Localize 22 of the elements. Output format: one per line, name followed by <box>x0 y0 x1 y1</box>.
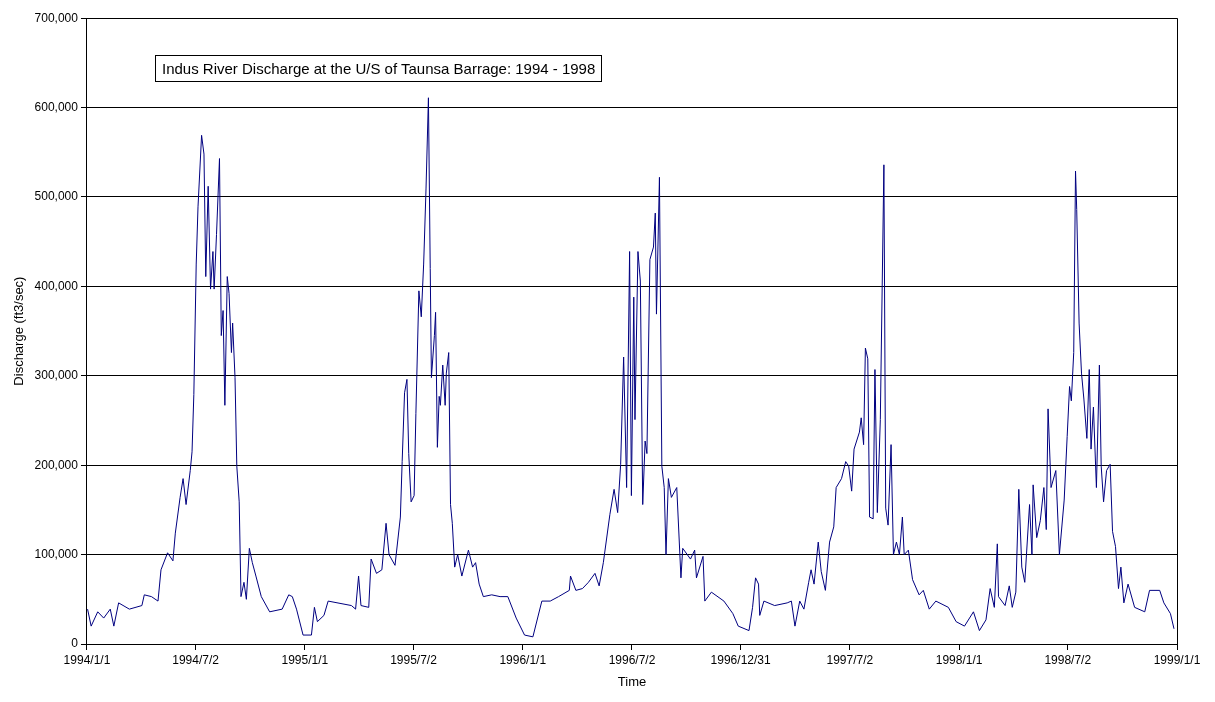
x-tick-label: 1998/1/1 <box>935 652 983 667</box>
x-tick-label: 1997/7/2 <box>826 652 874 667</box>
y-axis-title: Discharge (ft3/sec) <box>11 276 27 386</box>
x-tick-label: 1996/12/31 <box>710 652 771 667</box>
x-axis-title: Time <box>617 673 647 689</box>
x-tick-label: 1999/1/1 <box>1153 652 1201 667</box>
y-tick-label: 500,000 <box>34 189 79 204</box>
y-tick-label: 0 <box>71 636 79 651</box>
x-tick-label: 1995/7/2 <box>390 652 438 667</box>
y-tick-label: 400,000 <box>34 278 79 293</box>
x-tick-label: 1995/1/1 <box>281 652 329 667</box>
y-tick-label: 100,000 <box>34 546 79 561</box>
y-tick-label: 300,000 <box>34 368 79 383</box>
x-tick-label: 1994/1/1 <box>63 652 111 667</box>
y-tick-label: 200,000 <box>34 457 79 472</box>
y-tick-label: 700,000 <box>34 10 79 25</box>
x-tick-label: 1994/7/2 <box>172 652 220 667</box>
text: Indus River Discharge at the U/S of Taunsa Barrage: 1994 - 1998 <box>155 55 603 82</box>
x-tick-label: 1996/1/1 <box>499 652 547 667</box>
x-tick-label: 1996/7/2 <box>608 652 656 667</box>
y-tick-label: 600,000 <box>34 99 79 114</box>
x-tick-label: 1998/7/2 <box>1044 652 1092 667</box>
